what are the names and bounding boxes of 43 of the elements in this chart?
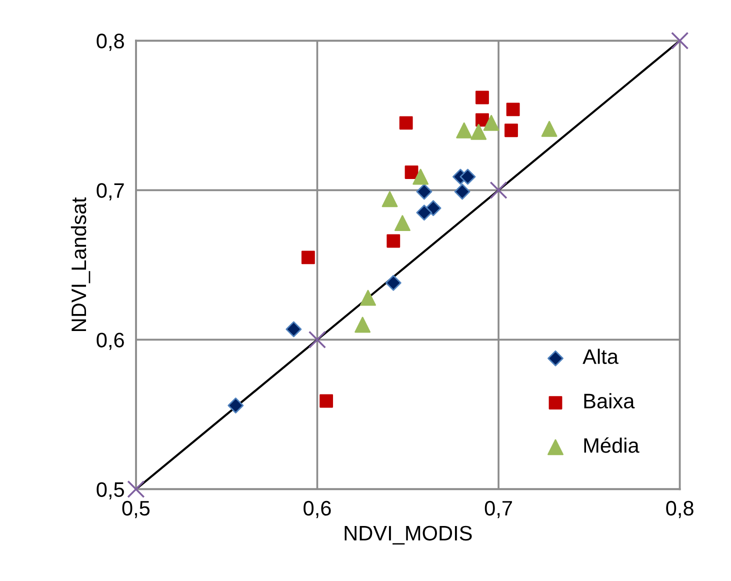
point: [404, 166, 418, 179]
point: [460, 168, 476, 185]
y-tick-label: 0,6: [96, 332, 124, 350]
x-tick-label: 0,5: [122, 500, 150, 518]
point: [228, 398, 244, 414]
point: [301, 250, 315, 264]
point: [308, 330, 326, 349]
point: [483, 114, 500, 131]
line-series: [136, 40, 680, 490]
point: [476, 113, 489, 127]
y-tick-label: 0,7: [96, 183, 124, 200]
point: [416, 204, 432, 221]
point: [354, 316, 371, 333]
point: [470, 124, 487, 140]
point: [504, 124, 518, 138]
point: [127, 480, 145, 498]
y-tick-label: 0,5: [96, 482, 124, 500]
legend-label: Alta: [582, 348, 618, 364]
point: [506, 102, 520, 116]
point: [412, 168, 429, 185]
point: [385, 274, 402, 291]
legend-label: Baixa: [584, 393, 635, 408]
legend-label: Média: [584, 437, 640, 453]
point: [394, 215, 410, 232]
point: [286, 321, 302, 338]
point: [386, 234, 400, 248]
point: [671, 32, 689, 50]
point: [360, 290, 376, 306]
point: [476, 90, 489, 104]
x-tick-label: 0,7: [484, 500, 512, 518]
x-tick-label: 0,6: [304, 500, 331, 518]
point: [416, 184, 432, 200]
point: [541, 120, 558, 137]
point: [490, 181, 508, 200]
point: [456, 122, 472, 138]
point: [454, 184, 470, 200]
point: [320, 394, 334, 408]
point: [382, 191, 398, 208]
x-tick-label: 0,8: [666, 500, 694, 518]
x-axis-title: NDVI_MODIS: [344, 526, 472, 545]
y-tick-label: 0,8: [96, 34, 124, 51]
point: [399, 116, 413, 130]
y-axis-title: NDVI_Landsat: [70, 197, 90, 331]
